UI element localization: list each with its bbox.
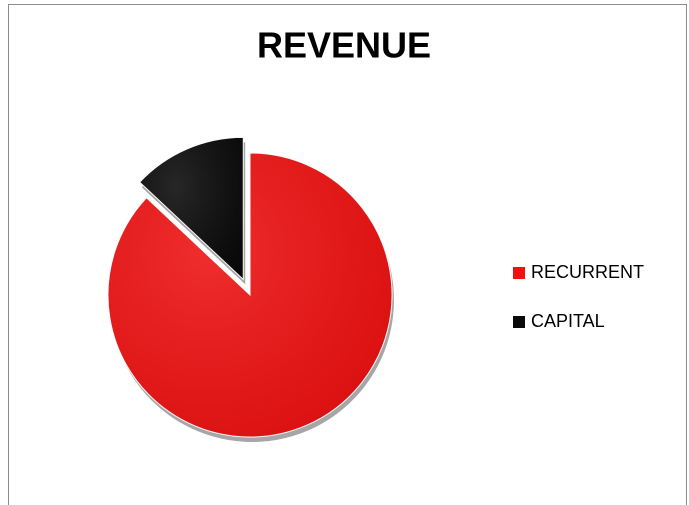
chart-title: REVENUE — [257, 25, 431, 66]
legend-label: CAPITAL — [531, 311, 605, 331]
legend-swatch — [513, 316, 525, 328]
pie-slice-shine — [139, 137, 244, 280]
legend-swatch — [513, 267, 525, 279]
legend-label: RECURRENT — [531, 262, 644, 282]
pie-slice-shine — [107, 153, 392, 438]
